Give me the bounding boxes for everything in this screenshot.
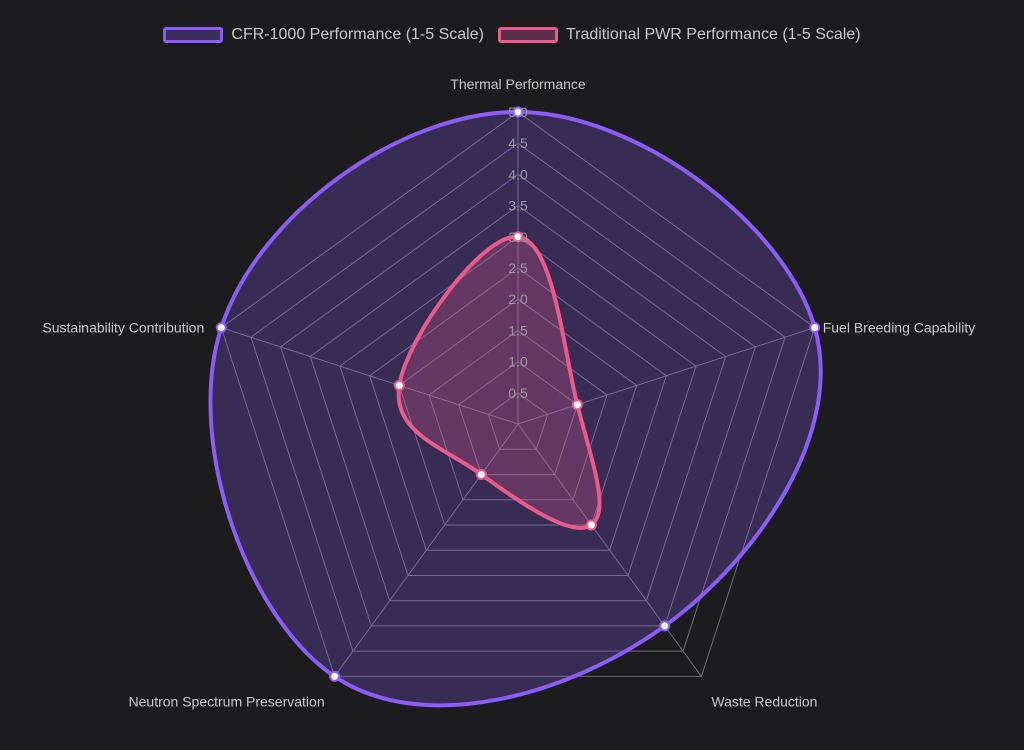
tick-label: 3.0 [508,229,528,245]
grid-spoke [221,327,519,425]
grid-ring [458,360,578,475]
grid-ring [339,236,697,576]
grid-ring [220,111,816,677]
grid-ring [280,173,756,627]
tick-label: 1.5 [508,322,528,338]
series-area-0 [208,110,823,708]
axis-label-0: Thermal Performance [450,76,586,92]
series-area-1 [396,234,602,531]
axis-label-4: Sustainability Contribution [42,320,204,336]
radar-axis-labels: Thermal Performance Fuel Breeding Capabil… [42,76,975,709]
tick-label: 3.5 [508,198,528,214]
tick-label: 2.0 [508,291,528,307]
grid-ring [369,267,667,551]
axis-label-1: Fuel Breeding Capability [823,320,976,336]
series-0-point-4[interactable] [215,322,227,334]
grid-ring [250,142,786,652]
series-0-point-1[interactable] [809,322,821,334]
radar-grid [220,111,816,677]
series-0-point-0[interactable] [512,106,524,118]
series-1-point-2[interactable] [585,519,597,531]
tick-label: 4.0 [508,166,528,182]
legend: CFR-1000 Performance (1-5 Scale) Traditi… [0,26,1024,44]
legend-swatch-cfr [163,27,224,43]
grid-spoke [517,423,702,677]
grid-ring [487,392,549,450]
series-1-point-0[interactable] [512,231,524,243]
series-1-point-1[interactable] [571,399,583,411]
series-0-point-3[interactable] [329,670,341,682]
series-1-point-3[interactable] [475,468,487,480]
tick-label: 1.0 [508,354,528,370]
radar-ticks: 0.5 1.0 1.5 2.0 2.5 3.0 3.5 4.0 4.5 5.0 [508,104,528,401]
tick-label: 5.0 [508,104,528,120]
grid-spoke [517,327,815,425]
legend-item-cfr[interactable]: CFR-1000 Performance (1-5 Scale) [163,26,484,44]
tick-label: 2.5 [508,260,528,276]
grid-ring [398,298,638,526]
legend-swatch-pwr [497,27,558,43]
radar-series [208,106,823,708]
legend-item-pwr[interactable]: Traditional PWR Performance (1-5 Scale) [497,26,861,44]
grid-spoke [334,423,519,677]
series-1-point-4[interactable] [393,379,405,391]
tick-label: 4.5 [508,135,528,151]
axis-label-3: Neutron Spectrum Preservation [129,693,325,709]
axis-label-2: Waste Reduction [711,693,817,709]
legend-label-pwr: Traditional PWR Performance (1-5 Scale) [565,26,861,43]
grid-ring [309,204,727,602]
series-0-point-2[interactable] [659,620,671,632]
tick-label: 0.5 [508,385,528,401]
legend-label-cfr: CFR-1000 Performance (1-5 Scale) [231,26,484,43]
